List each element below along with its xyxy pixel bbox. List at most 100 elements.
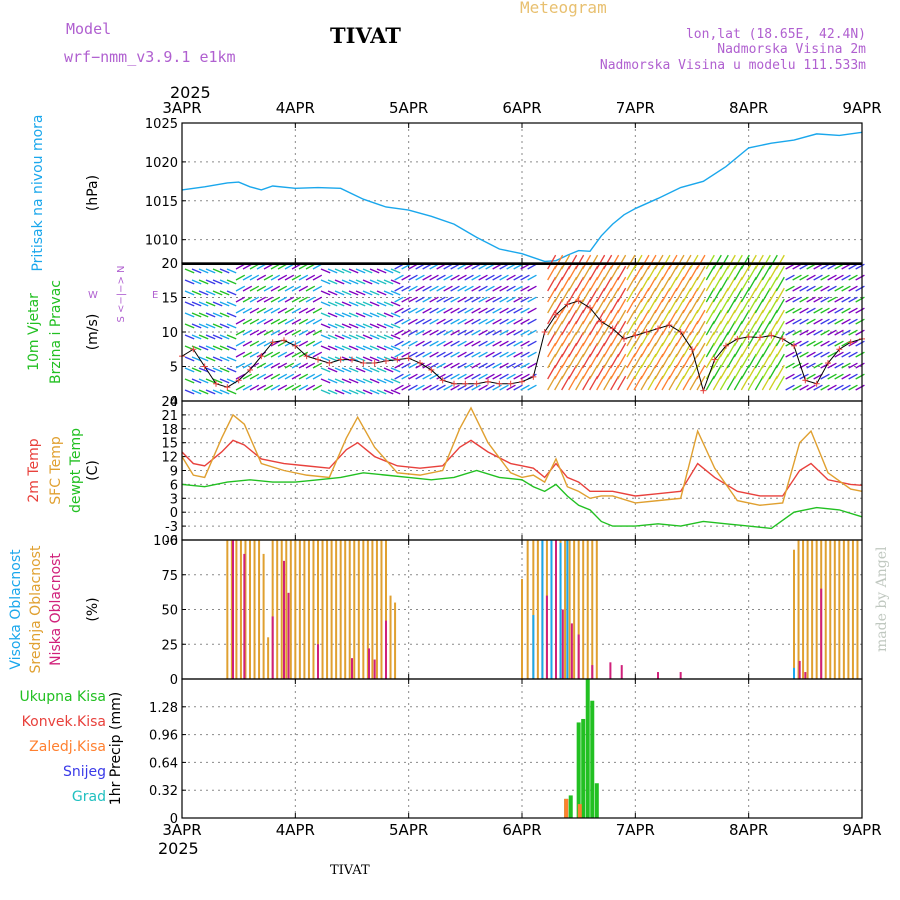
wind-barb xyxy=(394,318,404,325)
wind-barb xyxy=(263,329,274,336)
bar-mid_cloud xyxy=(856,540,859,679)
wind-barb xyxy=(478,307,488,314)
wind-barb xyxy=(485,307,495,314)
wind-barb xyxy=(212,279,223,285)
wind-barb xyxy=(198,345,209,351)
wind-barb xyxy=(436,329,446,336)
wind-barb xyxy=(834,340,844,347)
wind-barb xyxy=(184,323,195,329)
x-day-label: 9APR xyxy=(842,99,881,117)
panel-frame xyxy=(181,122,863,264)
wind-barb xyxy=(457,296,467,303)
wind-barb xyxy=(506,263,516,270)
station-title: TIVAT xyxy=(330,23,401,48)
bar-mid_cloud xyxy=(568,540,571,679)
wind-barb xyxy=(305,296,316,303)
wind-barb xyxy=(617,375,627,391)
wind-barb xyxy=(450,263,460,270)
wind-barb xyxy=(184,356,195,362)
label-wind: Brzina i Pravac xyxy=(48,280,64,384)
wind-barb xyxy=(369,356,380,362)
wind-barb xyxy=(792,307,802,314)
wind-barb xyxy=(362,323,373,329)
wind-barb xyxy=(184,279,195,285)
wind-barb xyxy=(249,318,260,325)
bar-low_cloud xyxy=(609,662,612,679)
wind-barb xyxy=(256,296,267,303)
wind-barb xyxy=(520,285,530,292)
label-temp: 2m Temp xyxy=(26,438,42,502)
y-tick-label: -6 xyxy=(165,534,178,549)
wind-barb xyxy=(235,362,246,369)
wind-barb xyxy=(806,307,816,314)
wind-barb xyxy=(401,263,411,270)
bar-mid_cloud xyxy=(276,540,279,679)
wind-barb xyxy=(415,351,425,358)
y-tick-label: 18 xyxy=(161,423,178,438)
wind-barb xyxy=(775,298,785,314)
wind-barb xyxy=(617,276,627,292)
wind-barb xyxy=(436,318,446,325)
bar-mid_cloud xyxy=(838,540,841,679)
bar-mid_cloud xyxy=(271,540,274,679)
wind-barb xyxy=(383,367,394,373)
wind-barb xyxy=(827,285,837,292)
wind-barb xyxy=(855,263,865,270)
wind-barb xyxy=(242,307,253,314)
wind-barb xyxy=(457,340,467,347)
bar-mid_cloud xyxy=(298,540,301,679)
wind-barb xyxy=(747,254,757,270)
bar-low_cloud xyxy=(317,644,319,679)
wind-barb xyxy=(834,274,844,281)
wind-barb xyxy=(799,329,809,336)
wind-barb xyxy=(256,373,267,380)
wind-barb xyxy=(799,307,809,314)
wind-barb xyxy=(464,296,474,303)
wind-barb xyxy=(464,263,474,270)
wind-barb xyxy=(277,274,288,281)
wind-barb xyxy=(198,378,209,384)
wind-barb xyxy=(841,285,851,292)
wind-barb xyxy=(191,367,202,373)
wind-barb xyxy=(369,367,380,373)
wind-barb xyxy=(334,301,345,307)
bar-mid_cloud xyxy=(348,540,351,679)
wind-barb xyxy=(855,362,865,369)
wind-barb xyxy=(198,356,209,362)
wind-barb xyxy=(327,279,338,285)
wind-barb xyxy=(603,254,613,270)
wind-barb xyxy=(799,285,809,292)
wind-barb xyxy=(277,340,288,347)
wind-barb xyxy=(443,384,453,391)
x-day-label: 6APR xyxy=(502,99,541,117)
wind-barb xyxy=(792,384,802,391)
wind-barb xyxy=(390,356,401,362)
elevation-text: Nadmorska Visina 2m xyxy=(717,42,866,57)
wind-barb xyxy=(341,312,352,318)
bar-mid_cloud xyxy=(847,540,850,679)
bar-mid_cloud xyxy=(532,540,535,679)
wind-barb xyxy=(492,274,502,281)
wind-barb xyxy=(443,318,453,325)
wind-barb xyxy=(270,384,281,391)
wind-barb xyxy=(640,254,650,270)
wind-barb xyxy=(775,375,785,391)
panel-cloud: 0 25 50 75 100 xyxy=(153,534,863,688)
wind-barb xyxy=(270,307,281,314)
wind-barb xyxy=(226,323,237,329)
wind-barb xyxy=(212,378,223,384)
wind-barb xyxy=(320,268,331,274)
wind-barb xyxy=(408,263,418,270)
wind-barb xyxy=(348,312,359,318)
wind-barb xyxy=(855,296,865,303)
wind-barb xyxy=(312,384,323,391)
wind-barb xyxy=(827,296,837,303)
wind-barb xyxy=(270,351,281,358)
wind-barb xyxy=(334,389,345,395)
y-tick-label: 0.64 xyxy=(149,756,178,771)
wind-barb xyxy=(341,268,352,274)
bar-low_cloud xyxy=(820,588,823,679)
bar-mid_cloud xyxy=(362,540,365,679)
